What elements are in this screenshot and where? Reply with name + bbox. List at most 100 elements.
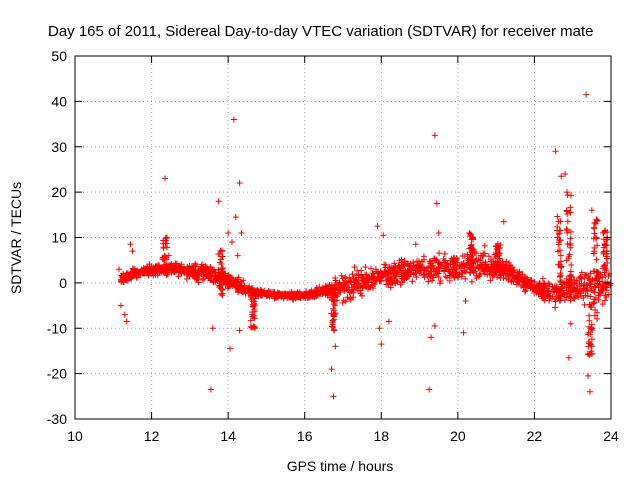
data-point xyxy=(175,273,182,280)
data-point xyxy=(586,388,593,395)
data-point xyxy=(132,270,139,277)
data-point xyxy=(330,297,337,304)
data-point xyxy=(251,315,258,322)
data-point xyxy=(346,274,353,281)
x-tick-label: 20 xyxy=(450,428,466,444)
data-point xyxy=(539,275,546,282)
data-point xyxy=(446,277,453,284)
data-point xyxy=(567,244,574,251)
data-point xyxy=(519,273,526,280)
y-tick-label: -10 xyxy=(47,320,67,336)
data-point xyxy=(249,285,256,292)
data-point xyxy=(520,276,527,283)
data-point xyxy=(362,276,369,283)
data-point xyxy=(506,267,513,274)
x-tick-label: 24 xyxy=(603,428,619,444)
data-point xyxy=(588,348,595,355)
data-point xyxy=(323,283,330,290)
data-point xyxy=(236,327,243,334)
data-point xyxy=(557,287,564,294)
data-point xyxy=(603,248,610,255)
data-point xyxy=(257,290,264,297)
data-point xyxy=(557,218,564,225)
data-point xyxy=(494,263,501,270)
data-point xyxy=(163,272,170,279)
data-point xyxy=(557,297,564,304)
data-point xyxy=(591,277,598,284)
y-tick-label: 10 xyxy=(51,230,67,246)
data-point xyxy=(591,299,598,306)
data-point xyxy=(329,319,336,326)
data-point xyxy=(345,287,352,294)
data-point xyxy=(554,213,561,220)
data-point xyxy=(365,284,372,291)
y-tick-label: 40 xyxy=(51,93,67,109)
data-point xyxy=(540,282,547,289)
data-point xyxy=(601,297,608,304)
data-point xyxy=(217,256,224,263)
data-point xyxy=(567,228,574,235)
data-point xyxy=(468,278,475,285)
data-point xyxy=(236,285,243,292)
data-point xyxy=(328,294,335,301)
data-point xyxy=(147,267,154,274)
data-point xyxy=(225,229,232,236)
data-point xyxy=(444,260,451,267)
data-point xyxy=(591,283,598,290)
data-point xyxy=(281,290,288,297)
data-point xyxy=(436,268,443,275)
x-tick-label: 18 xyxy=(373,428,389,444)
data-point xyxy=(339,299,346,306)
data-point xyxy=(494,258,501,265)
data-point xyxy=(353,277,360,284)
data-points xyxy=(116,91,614,400)
data-point xyxy=(238,229,245,236)
data-point xyxy=(556,293,563,300)
data-point xyxy=(300,294,307,301)
data-point xyxy=(218,291,225,298)
data-point xyxy=(156,267,163,274)
data-point xyxy=(558,279,565,286)
data-point xyxy=(330,300,337,307)
data-point xyxy=(206,275,213,282)
data-point xyxy=(218,247,225,254)
data-point xyxy=(351,263,358,270)
data-point xyxy=(602,292,609,299)
data-point xyxy=(378,341,385,348)
data-point xyxy=(234,252,241,259)
data-point xyxy=(165,252,172,259)
data-point xyxy=(590,224,597,231)
data-point xyxy=(365,279,372,286)
data-point xyxy=(557,258,564,265)
data-point xyxy=(466,229,473,236)
data-point xyxy=(447,261,454,268)
data-point xyxy=(431,256,438,263)
data-point xyxy=(426,271,433,278)
data-point xyxy=(290,294,297,301)
data-point xyxy=(592,220,599,227)
data-point xyxy=(420,271,427,278)
data-point xyxy=(452,269,459,276)
data-point xyxy=(561,292,568,299)
data-point xyxy=(374,223,381,230)
data-point xyxy=(516,269,523,276)
data-point xyxy=(584,293,591,300)
data-point xyxy=(232,276,239,283)
data-point xyxy=(468,253,475,260)
data-point xyxy=(442,273,449,280)
data-point xyxy=(127,241,134,248)
data-point xyxy=(219,269,226,276)
data-point xyxy=(564,218,571,225)
chart-title: Day 165 of 2011, Sidereal Day-to-day VTE… xyxy=(48,23,594,40)
data-point xyxy=(552,148,559,155)
data-point xyxy=(441,250,448,257)
data-point xyxy=(376,278,383,285)
data-point xyxy=(426,386,433,393)
data-point xyxy=(154,262,161,269)
data-point xyxy=(385,318,392,325)
data-point xyxy=(209,325,216,332)
data-point xyxy=(368,265,375,272)
data-point xyxy=(467,269,474,276)
data-point xyxy=(394,278,401,285)
